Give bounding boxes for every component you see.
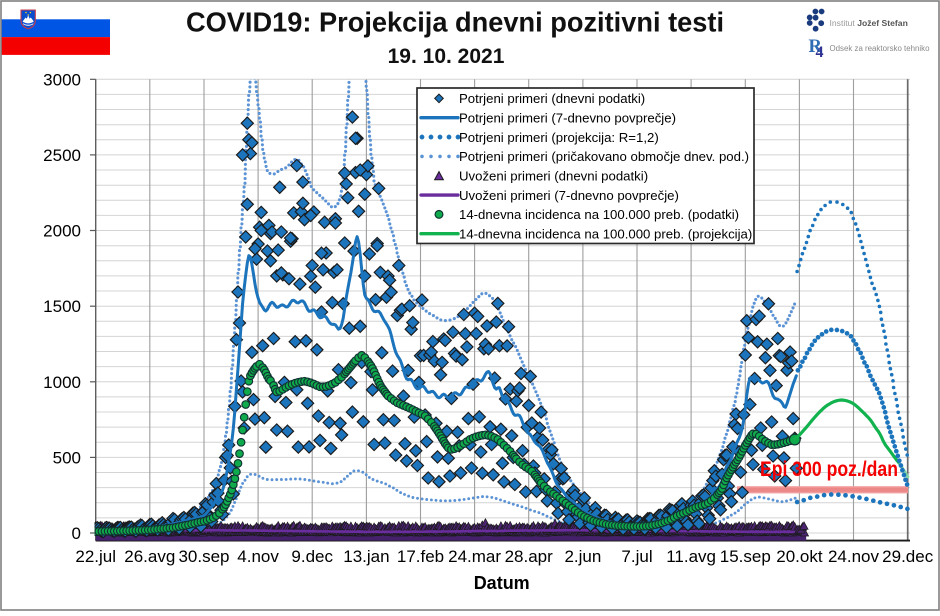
svg-text:Datum: Datum [474, 573, 530, 593]
svg-text:3000: 3000 [43, 70, 81, 89]
svg-text:14-dnevna incidenca na 100.000: 14-dnevna incidenca na 100.000 preb. (pr… [459, 227, 752, 242]
svg-text:20.okt: 20.okt [776, 547, 823, 566]
svg-text:Potrjeni primeri (pričakovano: Potrjeni primeri (pričakovano območje dn… [459, 149, 749, 164]
svg-text:4.nov: 4.nov [237, 547, 279, 566]
svg-text:24.nov: 24.nov [828, 547, 880, 566]
svg-text:Epi 300 poz./dan: Epi 300 poz./dan [760, 458, 898, 481]
svg-text:11.avg: 11.avg [666, 547, 716, 566]
svg-text:4: 4 [816, 44, 824, 61]
svg-text:2000: 2000 [43, 222, 81, 241]
svg-text:Potrjeni primeri (projekcija:: Potrjeni primeri (projekcija: R=1,2) [459, 130, 659, 145]
svg-text:Uvoženi primeri (dnevni podatk: Uvoženi primeri (dnevni podatki) [459, 169, 648, 184]
svg-text:28.apr: 28.apr [505, 547, 554, 566]
svg-text:Potrjeni primeri (dnevni podat: Potrjeni primeri (dnevni podatki) [459, 91, 645, 106]
svg-text:7.jul: 7.jul [621, 547, 652, 566]
svg-text:14-dnevna incidenca na 100.000: 14-dnevna incidenca na 100.000 preb. (po… [459, 207, 739, 222]
svg-text:R: R [809, 37, 823, 57]
svg-text:13.jan: 13.jan [343, 547, 389, 566]
svg-text:Uvoženi primeri (7-dnevno povp: Uvoženi primeri (7-dnevno povprečje) [459, 188, 679, 203]
svg-text:29.dec: 29.dec [882, 547, 934, 566]
svg-text:2500: 2500 [43, 146, 81, 165]
svg-text:Odsek za reaktorsko tehniko: Odsek za reaktorsko tehniko [830, 44, 931, 53]
svg-text:30.sep: 30.sep [178, 547, 229, 566]
svg-text:1000: 1000 [43, 373, 81, 392]
svg-text:2.jun: 2.jun [564, 547, 601, 566]
svg-text:9.dec: 9.dec [291, 547, 333, 566]
svg-text:24.mar: 24.mar [448, 547, 501, 566]
svg-text:15.sep: 15.sep [720, 547, 771, 566]
svg-text:1500: 1500 [43, 297, 81, 316]
svg-text:17.feb: 17.feb [397, 547, 444, 566]
svg-text:COVID19: Projekcija dnevni poz: COVID19: Projekcija dnevni pozitivni tes… [186, 7, 724, 38]
svg-text:Institut Jožef Stefan: Institut Jožef Stefan [830, 18, 908, 28]
svg-text:19. 10. 2021: 19. 10. 2021 [388, 45, 505, 68]
svg-text:Potrjeni primeri (7-dnevno pov: Potrjeni primeri (7-dnevno povprečje) [459, 111, 676, 126]
svg-text:26.avg: 26.avg [124, 547, 175, 566]
svg-text:0: 0 [72, 524, 81, 543]
svg-text:22.jul: 22.jul [75, 547, 116, 566]
svg-text:500: 500 [53, 448, 81, 467]
